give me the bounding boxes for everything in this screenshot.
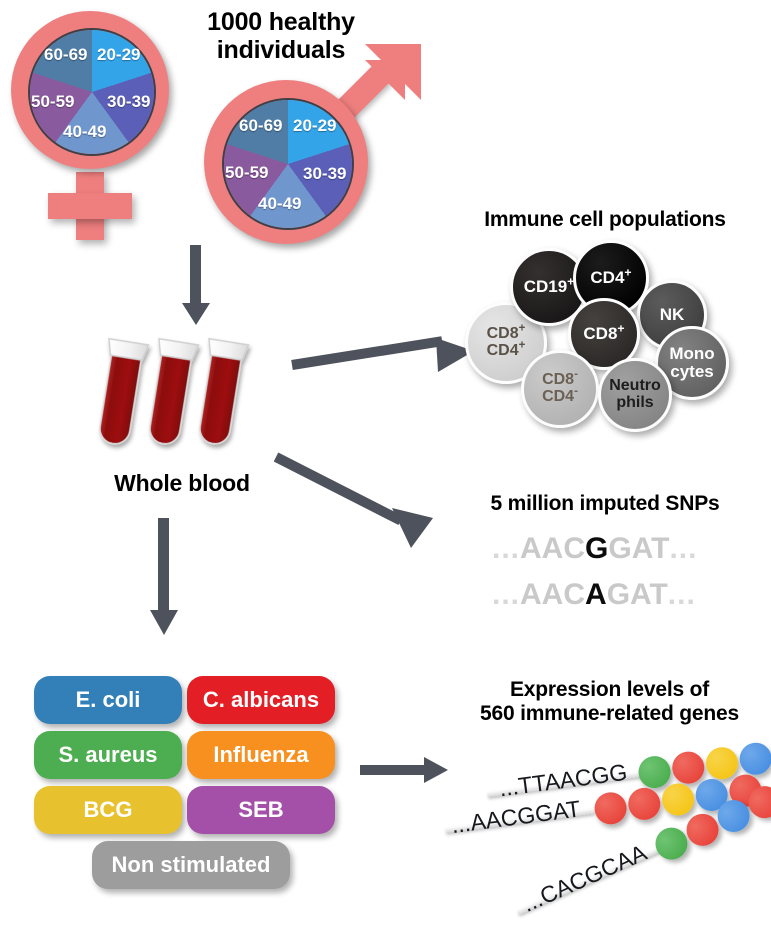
cell-line-2: cytes	[670, 362, 714, 381]
strand-sequence: ...CACGCAA	[518, 839, 651, 917]
mars-arrow-head	[365, 44, 421, 100]
stimulation-panel: E. coli C. albicans S. aureus Influenza …	[34, 676, 335, 902]
snp-sequences: ...AACGGAT... ...AACAGAT...	[492, 532, 742, 622]
immune-title: Immune cell populations	[484, 208, 726, 231]
arrow-shaft	[190, 245, 201, 310]
cell-line-1: CD19+	[523, 274, 575, 297]
stimulation-c-albicans[interactable]: C. albicans	[187, 676, 335, 724]
cell-line-1: CD8-	[542, 368, 578, 389]
immune-cell-monocytes: Mono cytes	[655, 326, 729, 400]
arrow-head	[436, 338, 474, 372]
arrow-head	[182, 303, 210, 325]
whole-blood-label: Whole blood	[114, 470, 250, 496]
seq-variant: A	[585, 578, 607, 611]
expression-title: Expression levels of 560 immune-related …	[452, 678, 767, 725]
cell-line-2: CD4+	[486, 339, 526, 359]
immune-cell-neutrophils: Neutro phils	[598, 358, 672, 432]
pie-slice-60-69	[30, 30, 154, 154]
blood-tubes-icon	[99, 337, 250, 445]
stimulation-influenza[interactable]: Influenza	[187, 731, 335, 779]
mars-label-30-39: 30-39	[303, 164, 347, 183]
venus-label-60-69: 60-69	[44, 45, 88, 64]
seq-suffix-dots: ...	[667, 578, 696, 611]
cohort-title-line2: individuals	[216, 36, 346, 64]
venus-symbol: 20-29 30-39 40-49 50-59 60-69	[0, 0, 200, 245]
dna-bead	[626, 785, 663, 822]
arrow-shaft	[158, 518, 169, 618]
mars-symbol: 20-29 30-39 40-49 50-59 60-69	[198, 44, 421, 253]
cell-line-1: CD8+	[583, 321, 625, 344]
stimulation-seb[interactable]: SEB	[187, 786, 335, 834]
venus-age-pie	[28, 28, 156, 156]
arrow-head	[150, 610, 178, 635]
cohort-title: 1000 healthy individuals	[166, 8, 396, 64]
stimulation-e-coli[interactable]: E. coli	[34, 676, 182, 724]
immune-cell-cd8n-cd4n: CD8- CD4-	[521, 350, 599, 428]
venus-label-50-59: 50-59	[31, 92, 75, 111]
snp-sequence-row: ...AACGGAT...	[492, 532, 697, 566]
cell-line-1: CD8+	[486, 322, 526, 343]
venus-label-40-49: 40-49	[63, 122, 107, 141]
cohort-title-line1: 1000 healthy	[207, 8, 355, 36]
snp-sequence-row: ...AACAGAT...	[492, 578, 696, 612]
immune-cell-cluster: CD8+ CD4+ CD19+ CD4+ NK CD8+ Mono cytes …	[455, 240, 765, 432]
seq-suffix-dots: ...	[669, 532, 698, 565]
seq-prefix: AAC	[520, 532, 586, 565]
cell-line-2: CD4-	[542, 385, 578, 405]
mars-label-40-49: 40-49	[258, 194, 302, 213]
seq-variant: G	[585, 532, 609, 565]
venus-crossbar	[48, 193, 132, 219]
expression-title-line1: Expression levels of	[509, 678, 710, 701]
arrow-shaft	[273, 452, 404, 526]
seq-suffix: GAT	[608, 532, 670, 565]
cell-line-1: NK	[659, 305, 685, 325]
cell-line-1: Neutro	[609, 377, 661, 395]
snps-title: 5 million imputed SNPs	[490, 492, 720, 515]
arrow-shaft	[360, 765, 428, 775]
whole-blood-group: Whole blood	[95, 333, 275, 496]
stimulation-bcg[interactable]: BCG	[34, 786, 182, 834]
mars-label-60-69: 60-69	[239, 116, 283, 135]
venus-label-20-29: 20-29	[97, 45, 141, 64]
arrow-head	[392, 508, 433, 548]
dna-bead	[592, 790, 629, 827]
stimulation-s-aureus[interactable]: S. aureus	[34, 731, 182, 779]
arrow-head	[424, 757, 448, 783]
pie-slice-60-69	[224, 100, 352, 228]
expression-title-line2: 560 immune-related genes	[480, 701, 739, 725]
mars-label-20-29: 20-29	[293, 116, 337, 135]
seq-prefix-dots: ...	[492, 532, 521, 565]
venus-label-30-39: 30-39	[107, 92, 151, 111]
arrow-shaft	[291, 336, 443, 370]
dna-bead	[660, 781, 696, 818]
mars-age-pie	[222, 98, 354, 230]
seq-prefix-dots: ...	[492, 578, 521, 611]
mars-label-50-59: 50-59	[225, 163, 269, 182]
dna-strand-group: ...TTAACGG ...AACGGAT ...CACGCAA	[440, 735, 771, 920]
seq-suffix: GAT	[606, 578, 668, 611]
cell-line-2: phils	[616, 394, 654, 411]
cell-line-1: Mono	[669, 344, 715, 364]
stimulation-non-stimulated[interactable]: Non stimulated	[92, 841, 290, 889]
cell-line-1: CD4+	[590, 265, 632, 288]
seq-prefix: AAC	[520, 578, 586, 611]
